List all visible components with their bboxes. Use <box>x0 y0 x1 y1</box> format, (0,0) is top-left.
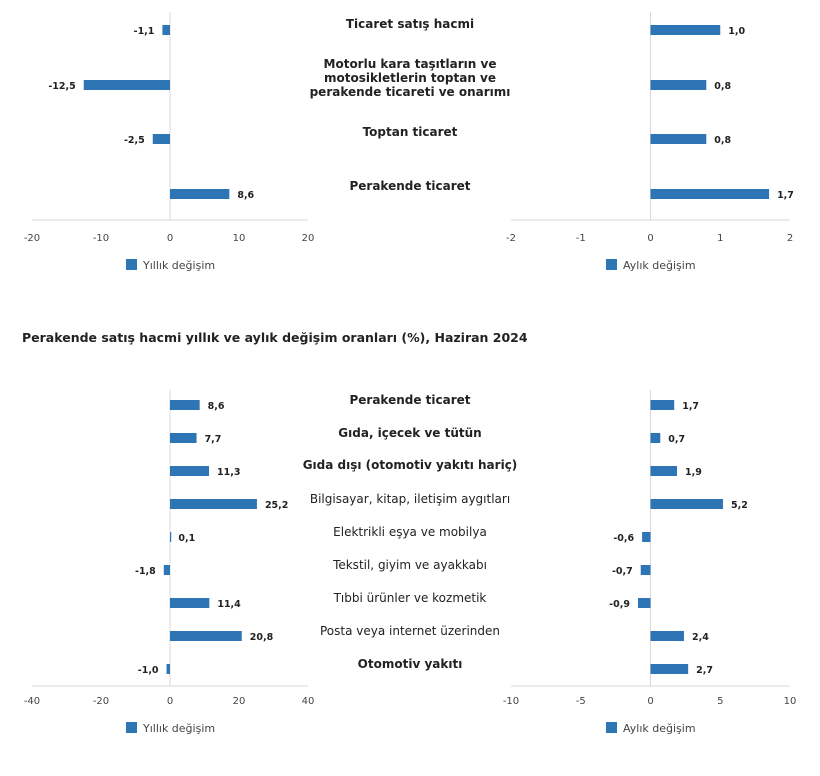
legend-label: Yıllık değişim <box>142 259 215 272</box>
x-tick-label: 2 <box>787 233 793 244</box>
bar <box>83 80 170 90</box>
x-tick-label: 0 <box>167 696 173 707</box>
category-label: Ticaret satış hacmi <box>346 17 474 31</box>
category-label: Tıbbi ürünler ve kozmetik <box>333 591 487 605</box>
x-tick-label: 0 <box>167 233 173 244</box>
bar <box>170 189 230 199</box>
data-label: 2,4 <box>692 632 709 643</box>
data-label: -0,9 <box>609 599 630 610</box>
data-label: 8,6 <box>208 401 225 412</box>
data-label: -0,6 <box>613 533 634 544</box>
category-label: perakende ticareti ve onarımı <box>310 85 511 99</box>
category-label: Posta veya internet üzerinden <box>320 624 500 638</box>
legend-swatch <box>606 722 617 733</box>
bar <box>650 80 707 90</box>
x-tick-label: -10 <box>503 696 519 707</box>
legend-swatch <box>126 259 137 270</box>
category-label: Motorlu kara taşıtların ve <box>324 57 497 71</box>
bar <box>650 499 724 509</box>
x-tick-label: -40 <box>24 696 40 707</box>
section-title: Perakende satış hacmi yıllık ve aylık de… <box>22 330 528 345</box>
bar <box>163 565 170 575</box>
category-label: Gıda, içecek ve tütün <box>338 426 481 440</box>
bar <box>650 25 721 35</box>
bar <box>170 400 200 410</box>
data-label: 2,7 <box>696 665 713 676</box>
data-label: 1,7 <box>682 401 699 412</box>
bar <box>640 565 651 575</box>
data-label: 7,7 <box>205 434 222 445</box>
data-label: 0,7 <box>668 434 685 445</box>
bar <box>166 664 170 674</box>
bar <box>650 400 675 410</box>
data-label: 25,2 <box>265 500 288 511</box>
category-label: Bilgisayar, kitap, iletişim aygıtları <box>310 492 510 506</box>
data-label: 5,2 <box>731 500 748 511</box>
bar <box>170 433 197 443</box>
x-tick-label: 0 <box>647 696 653 707</box>
x-tick-label: -20 <box>24 233 40 244</box>
x-tick-label: 20 <box>302 233 315 244</box>
bar <box>650 631 684 641</box>
x-tick-label: -2 <box>506 233 516 244</box>
category-label: Tekstil, giyim ve ayakkabı <box>332 558 487 572</box>
bar <box>650 466 678 476</box>
legend-label: Aylık değişim <box>623 259 696 272</box>
bar <box>170 466 209 476</box>
data-label: -1,8 <box>135 566 156 577</box>
x-tick-label: 40 <box>302 696 315 707</box>
x-tick-label: 0 <box>647 233 653 244</box>
bar <box>650 664 689 674</box>
bar <box>650 189 770 199</box>
bar <box>650 433 661 443</box>
x-tick-label: 20 <box>233 696 246 707</box>
legend-swatch <box>126 722 137 733</box>
x-tick-label: 1 <box>717 233 723 244</box>
bar <box>170 598 210 608</box>
data-label: -0,7 <box>612 566 633 577</box>
data-label: 0,1 <box>178 533 195 544</box>
x-tick-label: 5 <box>717 696 723 707</box>
x-tick-label: -20 <box>93 696 109 707</box>
bar <box>170 499 257 509</box>
x-tick-label: -5 <box>576 696 586 707</box>
bar <box>170 631 242 641</box>
data-label: -1,1 <box>134 26 155 37</box>
category-label: Perakende ticaret <box>349 179 470 193</box>
bar <box>162 25 170 35</box>
data-label: 1,9 <box>685 467 702 478</box>
data-label: 0,8 <box>714 81 731 92</box>
bar <box>170 532 172 542</box>
category-label: motosikletlerin toptan ve <box>324 71 496 85</box>
data-label: -1,0 <box>138 665 159 676</box>
data-label: -12,5 <box>48 81 75 92</box>
bar <box>642 532 651 542</box>
data-label: 11,3 <box>217 467 240 478</box>
x-tick-label: 10 <box>784 696 797 707</box>
category-label: Elektrikli eşya ve mobilya <box>333 525 487 539</box>
bar <box>152 134 170 144</box>
data-label: -2,5 <box>124 135 145 146</box>
data-label: 8,6 <box>237 190 254 201</box>
x-tick-label: -10 <box>93 233 109 244</box>
data-label: 20,8 <box>250 632 274 643</box>
data-label: 0,8 <box>714 135 731 146</box>
bar <box>650 134 707 144</box>
legend-swatch <box>606 259 617 270</box>
data-label: 11,4 <box>217 599 241 610</box>
data-label: 1,7 <box>777 190 794 201</box>
category-label: Otomotiv yakıtı <box>358 657 463 671</box>
legend-label: Aylık değişim <box>623 722 696 735</box>
bar <box>637 598 651 608</box>
legend-label: Yıllık değişim <box>142 722 215 735</box>
x-tick-label: -1 <box>576 233 586 244</box>
x-tick-label: 10 <box>233 233 246 244</box>
category-label: Toptan ticaret <box>363 125 458 139</box>
category-label: Gıda dışı (otomotiv yakıtı hariç) <box>303 458 518 472</box>
data-label: 1,0 <box>728 26 745 37</box>
category-label: Perakende ticaret <box>349 393 470 407</box>
